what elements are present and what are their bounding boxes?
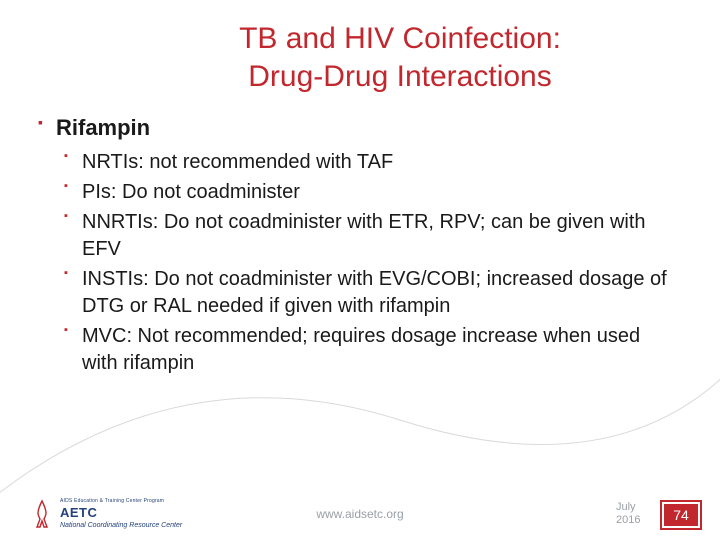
slide-footer: AIDS Education & Training Center Program… bbox=[0, 488, 720, 540]
bullet-sub: MVC: Not recommended; requires dosage in… bbox=[64, 323, 680, 377]
date-line1: July bbox=[616, 501, 636, 513]
bullet-list-level2: NRTIs: not recommended with TAF PIs: Do … bbox=[64, 149, 680, 377]
footer-url: www.aidsetc.org bbox=[316, 507, 403, 521]
page-number-badge: 74 bbox=[660, 500, 702, 530]
date-line2: 2016 bbox=[616, 514, 640, 526]
title-line-2: Drug-Drug Interactions bbox=[248, 60, 551, 93]
ribbon-icon bbox=[30, 499, 54, 529]
bullet-sub: NRTIs: not recommended with TAF bbox=[64, 149, 680, 176]
footer-date: July 2016 bbox=[616, 501, 646, 527]
logo-main-text: AETC bbox=[60, 506, 97, 519]
logo-text: AIDS Education & Training Center Program… bbox=[60, 499, 182, 529]
bullet-sub: PIs: Do not coadminister bbox=[64, 179, 680, 206]
bullet-list-level1: Rifampin NRTIs: not recommended with TAF… bbox=[38, 113, 680, 377]
title-line-1: TB and HIV Coinfection: bbox=[239, 22, 561, 55]
logo-sub-line: National Coordinating Resource Center bbox=[60, 522, 182, 529]
logo: AIDS Education & Training Center Program… bbox=[0, 499, 182, 529]
slide-title: TB and HIV Coinfection: Drug-Drug Intera… bbox=[0, 0, 720, 113]
bullet-sub: NNRTIs: Do not coadminister with ETR, RP… bbox=[64, 209, 680, 263]
bullet-main: Rifampin NRTIs: not recommended with TAF… bbox=[38, 113, 680, 377]
slide-content: Rifampin NRTIs: not recommended with TAF… bbox=[0, 113, 720, 377]
logo-top-line: AIDS Education & Training Center Program bbox=[60, 499, 182, 504]
page-number: 74 bbox=[673, 507, 689, 523]
title-heading: TB and HIV Coinfection: Drug-Drug Intera… bbox=[140, 20, 660, 95]
bullet-sub: INSTIs: Do not coadminister with EVG/COB… bbox=[64, 266, 680, 320]
bullet-main-text: Rifampin bbox=[56, 115, 150, 140]
